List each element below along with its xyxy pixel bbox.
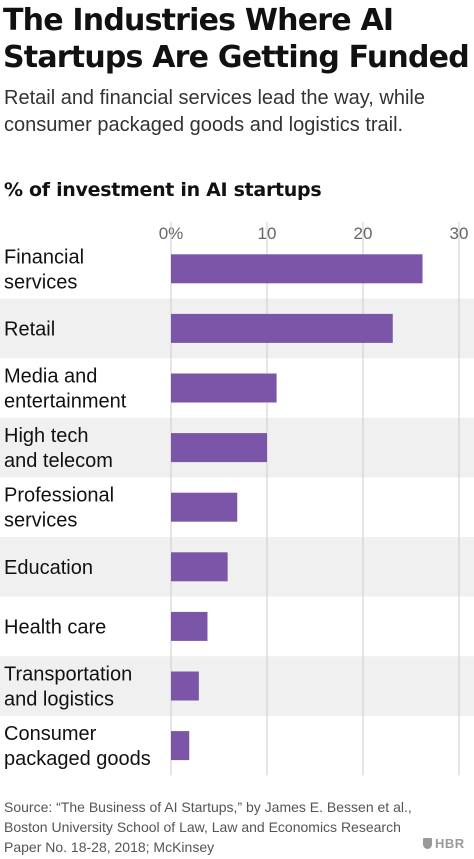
category-label: Health care bbox=[4, 616, 106, 638]
bar bbox=[171, 552, 228, 582]
category-label: High tech and telecom bbox=[4, 425, 113, 472]
shield-icon bbox=[423, 838, 432, 849]
axis-title: % of investment in AI startups bbox=[4, 179, 322, 201]
category-label: Transportation and logistics bbox=[4, 664, 132, 711]
category-label: Education bbox=[4, 557, 93, 579]
chart-subtitle: Retail and financial services lead the w… bbox=[4, 87, 425, 136]
row-band bbox=[0, 537, 474, 597]
hbr-logo: HBR bbox=[423, 836, 465, 851]
bar-chart: 0% 10 20 30 Financial services Retail Media an… bbox=[0, 222, 474, 776]
bar bbox=[171, 254, 423, 284]
logo-text: HBR bbox=[435, 836, 465, 851]
category-labels: Financial services Retail Media and entertai… bbox=[4, 246, 151, 770]
tick-label: 30 bbox=[450, 224, 469, 243]
category-label: Financial services bbox=[4, 246, 84, 293]
bar bbox=[171, 671, 199, 701]
category-label: Professional services bbox=[4, 485, 114, 532]
bar bbox=[171, 373, 277, 403]
tick-label: 0% bbox=[159, 224, 184, 243]
category-label: Media and entertainment bbox=[4, 366, 127, 413]
category-label: Retail bbox=[4, 318, 55, 340]
bars bbox=[171, 254, 423, 761]
bar bbox=[171, 313, 393, 343]
tick-label: 20 bbox=[354, 224, 373, 243]
category-label: Consumer packaged goods bbox=[4, 723, 151, 770]
source-note: Source: “The Business of AI Startups,” b… bbox=[4, 799, 412, 855]
row-band bbox=[0, 656, 474, 716]
bar bbox=[171, 492, 238, 522]
tick-label: 10 bbox=[258, 224, 277, 243]
chart-title: The Industries Where AI Startups Are Get… bbox=[3, 3, 470, 75]
tick-labels: 0% 10 20 30 bbox=[159, 224, 469, 243]
bar bbox=[171, 433, 267, 463]
bar bbox=[171, 611, 208, 641]
bar bbox=[171, 731, 190, 761]
